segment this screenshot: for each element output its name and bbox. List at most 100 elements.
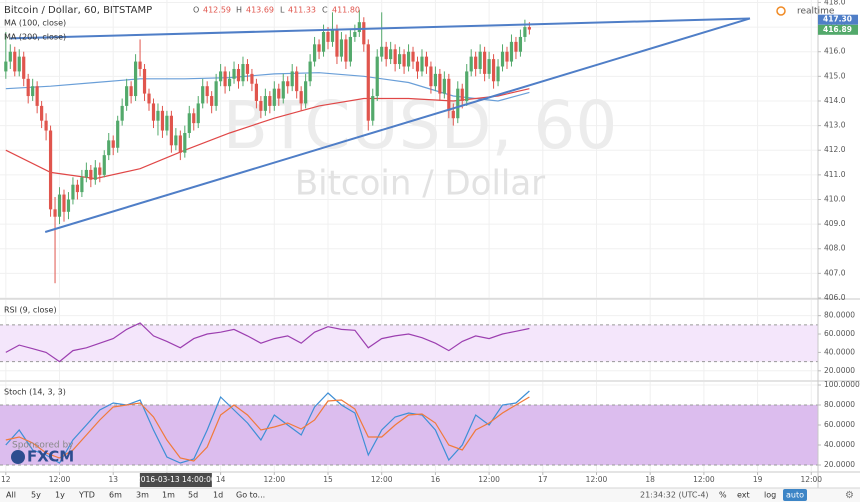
range-button[interactable]: YTD — [78, 491, 95, 500]
candle-body — [147, 93, 151, 104]
realtime-label: realtime — [797, 7, 835, 17]
candle-body — [420, 56, 424, 72]
candle-body — [156, 110, 160, 121]
candle-body — [192, 113, 196, 124]
candle-body — [456, 88, 460, 119]
candle-body — [272, 88, 276, 106]
settings-icon[interactable]: ⚙ — [845, 490, 854, 501]
candle-body — [505, 51, 509, 62]
price-tag-label: 416.89 — [823, 25, 852, 34]
readout-value: 411.80 — [332, 6, 360, 15]
goto-button[interactable]: Go to... — [236, 491, 265, 500]
candle-body — [326, 32, 330, 42]
candle-body — [174, 135, 178, 146]
sponsor-label: Sponsored by — [12, 441, 74, 451]
candle-body — [290, 71, 294, 87]
range-button[interactable]: 5d — [188, 491, 198, 500]
range-button[interactable]: 1y — [55, 491, 65, 500]
y-tick-label: 410.0 — [824, 194, 846, 203]
candle-body — [366, 44, 370, 121]
candle-body — [527, 27, 531, 30]
candle-body — [165, 115, 169, 131]
readout-value: 412.59 — [203, 6, 231, 15]
candle-body — [514, 41, 518, 52]
candle-body — [116, 120, 120, 148]
y-tick-label: 412.0 — [824, 145, 846, 154]
candle-body — [447, 78, 451, 111]
candle-body — [330, 29, 335, 42]
candle-body — [286, 81, 290, 87]
candle-body — [465, 71, 469, 101]
candle-body — [26, 78, 30, 97]
candle-body — [66, 199, 71, 212]
pane-title: Stoch (14, 3, 3) — [4, 388, 66, 397]
toggle-button[interactable]: ext — [737, 491, 750, 500]
candle-body — [111, 140, 115, 148]
y-tick-label: 415.0 — [824, 71, 846, 80]
toggle-active — [783, 489, 807, 501]
series-line — [5, 322, 530, 363]
candle-body — [107, 140, 111, 156]
candle-body — [133, 61, 138, 97]
toggle-button[interactable]: auto — [786, 491, 804, 500]
candle-body — [98, 167, 102, 175]
x-tick-label: 12 — [1, 475, 11, 484]
x-tick-label: 16 — [431, 475, 441, 484]
candle-body — [236, 68, 241, 82]
range-button[interactable]: 1d — [213, 491, 223, 500]
watermark: Bitcoin / Dollar — [295, 164, 545, 204]
candle-body — [491, 59, 496, 82]
candle-body — [8, 51, 12, 62]
candle-body — [250, 73, 254, 84]
toggle-button[interactable]: log — [764, 491, 776, 500]
candle-body — [227, 78, 232, 87]
readout-key: C — [322, 6, 328, 15]
candle-body — [142, 68, 147, 94]
candle-body — [254, 83, 259, 101]
candle-body — [411, 51, 415, 62]
candle-body — [62, 194, 66, 212]
candle-body — [389, 49, 393, 60]
x-tick-label: 12:00 — [478, 475, 500, 484]
y-tick-label: 408.0 — [824, 244, 846, 253]
price-tag-label: 417.30 — [823, 15, 852, 24]
range-button[interactable]: 3m — [136, 491, 149, 500]
trendline — [9, 17, 751, 40]
x-tick-label: 12:00 — [800, 475, 822, 484]
candle-body — [415, 61, 420, 72]
y-tick-label: 40.0000 — [824, 440, 855, 449]
y-tick-label: 20.0000 — [824, 366, 855, 375]
candle-body — [478, 51, 482, 69]
candle-body — [277, 88, 281, 99]
candle-body — [348, 36, 352, 62]
range-button[interactable]: All — [6, 491, 16, 500]
range-button[interactable]: 5y — [31, 491, 41, 500]
candle-body — [402, 54, 406, 67]
x-tick-label: 15 — [323, 475, 333, 484]
x-tick-label: 12:00 — [586, 475, 608, 484]
candle-body — [219, 71, 223, 82]
y-tick-label: 60.0000 — [824, 420, 855, 429]
candle-body — [429, 66, 433, 87]
candle-body — [362, 22, 366, 45]
y-tick-label: 409.0 — [824, 219, 846, 228]
candle-body — [89, 169, 93, 180]
candle-body — [183, 132, 187, 153]
x-tick-label: 12:00 — [49, 475, 71, 484]
range-button[interactable]: 1m — [162, 491, 175, 500]
candle-body — [31, 86, 35, 97]
candle-body — [129, 86, 133, 97]
y-tick-label: 414.0 — [824, 96, 846, 105]
candle-body — [299, 91, 303, 104]
candle-body — [384, 46, 388, 60]
toggle-button[interactable]: % — [719, 491, 727, 500]
range-button[interactable]: 6m — [109, 491, 122, 500]
candle-body — [187, 113, 191, 133]
x-tick-label: 17 — [538, 475, 548, 484]
x-tick-label: 13 — [108, 475, 118, 484]
candle-body — [451, 110, 455, 119]
candle-body — [393, 49, 397, 65]
